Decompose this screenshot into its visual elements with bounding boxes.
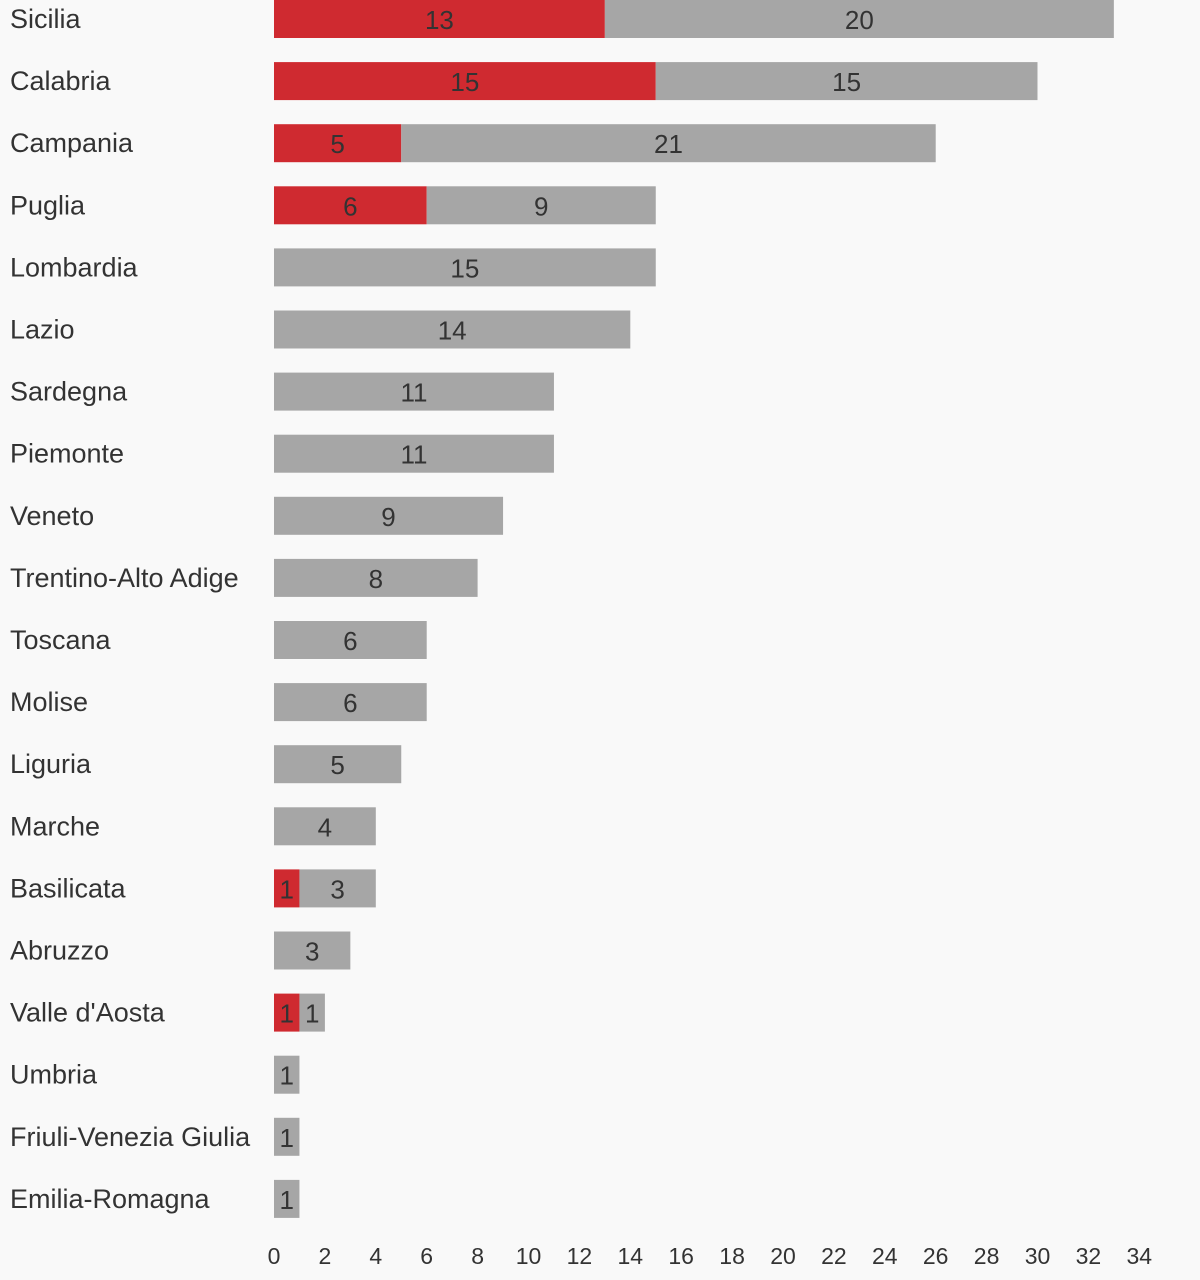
bar-segment-gray	[274, 434, 554, 473]
category-label: Molise	[10, 687, 88, 717]
bar-segment-gray	[299, 993, 325, 1032]
category-label: Toscana	[10, 625, 112, 655]
bar-value-label: 9	[534, 191, 548, 221]
bar-value-label: 11	[400, 378, 427, 408]
x-tick-label: 34	[1127, 1243, 1153, 1269]
bar-value-label: 5	[330, 750, 344, 780]
bar-segment-gray	[274, 745, 402, 784]
bar-segment-gray	[274, 310, 631, 349]
bar-segment-gray	[274, 683, 427, 722]
category-label: Puglia	[10, 190, 86, 220]
bar-value-label: 5	[330, 129, 344, 159]
category-label: Lombardia	[10, 252, 139, 282]
category-label: Friuli-Venezia Giulia	[10, 1122, 251, 1152]
bar-value-label: 6	[343, 688, 357, 718]
bar-value-label: 1	[279, 1123, 293, 1153]
bar-segment-gray	[274, 372, 554, 411]
x-tick-label: 10	[516, 1243, 542, 1269]
bar-segment-gray	[274, 807, 376, 846]
category-labels: Sicilia Calabria Campania Puglia Lombardia La…	[10, 4, 251, 1214]
category-label: Marche	[10, 811, 100, 841]
bar-segment-red	[274, 993, 300, 1032]
bar-segment-gray	[274, 248, 656, 287]
category-label: Veneto	[10, 501, 94, 531]
bar-value-label: 3	[330, 874, 344, 904]
x-tick-label: 12	[567, 1243, 593, 1269]
x-tick-label: 4	[369, 1243, 382, 1269]
category-label: Umbria	[10, 1060, 98, 1090]
x-tick-label: 20	[770, 1243, 796, 1269]
bar-value-label: 4	[318, 812, 332, 842]
bar-value-label: 11	[400, 440, 427, 470]
category-label: Liguria	[10, 749, 92, 779]
x-tick-label: 26	[923, 1243, 949, 1269]
bar-segment-gray	[274, 931, 351, 970]
x-tick-label: 24	[872, 1243, 898, 1269]
bar-segment-gray	[274, 496, 504, 535]
bar-segment-gray	[274, 558, 478, 597]
bar-segment-red	[274, 186, 427, 225]
x-tick-label: 6	[420, 1243, 433, 1269]
bar-segment-red	[274, 124, 402, 163]
bar-value-label: 6	[343, 191, 357, 221]
bar-segment-gray	[604, 0, 1114, 38]
bar-segment-gray	[401, 124, 936, 163]
bar-segment-red	[274, 62, 656, 101]
bar-value-label: 1	[279, 999, 293, 1029]
category-label: Abruzzo	[10, 936, 109, 966]
x-tick-label: 18	[719, 1243, 745, 1269]
bar-segment-gray	[426, 186, 656, 225]
bar-value-label: 6	[343, 626, 357, 656]
bar-value-label: 8	[369, 564, 383, 594]
bar-value-label: 14	[438, 316, 467, 346]
x-tick-label: 14	[618, 1243, 644, 1269]
x-tick-label: 32	[1076, 1243, 1102, 1269]
bar-value-label: 20	[845, 5, 874, 35]
x-tick-label: 0	[268, 1243, 281, 1269]
bar-value-label: 3	[305, 937, 319, 967]
bar-value-label: 1	[279, 1061, 293, 1091]
category-label: Sicilia	[10, 4, 82, 34]
x-axis: 0 2 4 6 8 10 12 14 16 18 20 22 24 26 28 30 32 34	[268, 1243, 1153, 1269]
bar-value-label: 15	[450, 67, 479, 97]
bar-value-label: 1	[279, 874, 293, 904]
x-tick-label: 8	[471, 1243, 484, 1269]
bar-segment-gray	[274, 1055, 300, 1094]
x-tick-label: 16	[668, 1243, 694, 1269]
category-label: Piemonte	[10, 439, 124, 469]
bar-value-label: 15	[832, 67, 861, 97]
bar-segment-gray	[274, 1179, 300, 1218]
bar-value-label: 1	[279, 1185, 293, 1215]
category-label: Trentino-Alto Adige	[10, 563, 239, 593]
bar-value-label: 13	[425, 5, 454, 35]
bar-segment-gray	[299, 869, 376, 908]
bar-value-label: 15	[450, 253, 479, 283]
category-label: Calabria	[10, 66, 112, 96]
bar-value-label: 1	[305, 999, 319, 1029]
bar-segment-red	[274, 869, 300, 908]
x-tick-label: 2	[319, 1243, 332, 1269]
category-label: Emilia-Romagna	[10, 1184, 211, 1214]
category-label: Sardegna	[10, 377, 128, 407]
category-label: Basilicata	[10, 873, 127, 903]
bar-segment-gray	[274, 621, 427, 659]
bar-value-label: 9	[381, 502, 395, 532]
x-tick-label: 28	[974, 1243, 1000, 1269]
bar-segment-gray	[655, 62, 1038, 101]
category-label: Campania	[10, 128, 134, 158]
category-label: Lazio	[10, 315, 75, 345]
bar-segment-gray	[274, 1117, 300, 1156]
bar-value-label: 21	[654, 129, 683, 159]
x-tick-label: 22	[821, 1243, 847, 1269]
category-label: Valle d'Aosta	[10, 998, 166, 1028]
x-tick-label: 30	[1025, 1243, 1051, 1269]
bar-segment-red	[274, 0, 605, 38]
